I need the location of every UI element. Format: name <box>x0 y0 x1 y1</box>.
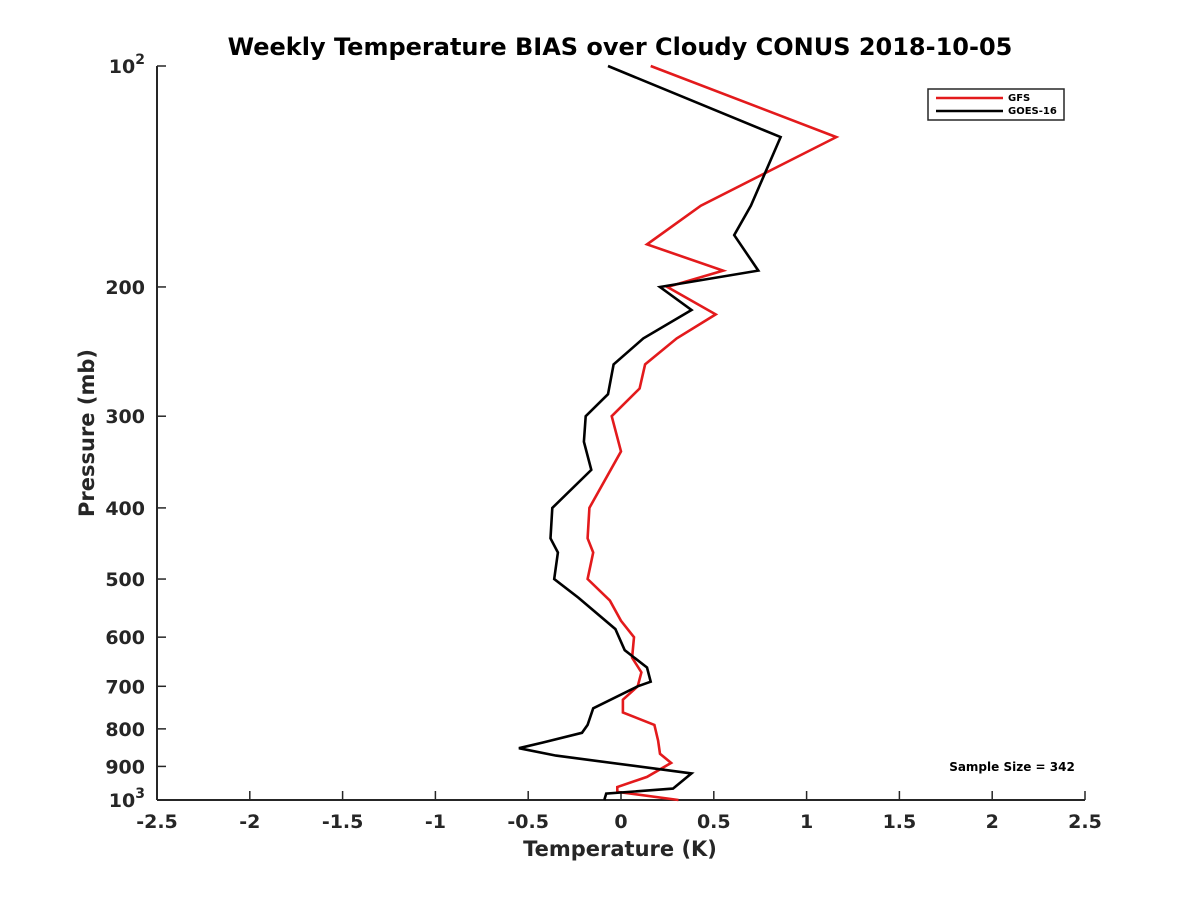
x-axis-label: Temperature (K) <box>523 837 717 861</box>
y-tick-label: 600 <box>105 627 145 649</box>
y-tick-label: 200 <box>105 277 145 299</box>
x-tick-label: -2.5 <box>136 811 178 833</box>
x-tick-label: 0 <box>614 811 627 833</box>
x-tick-label: -0.5 <box>507 811 549 833</box>
legend-label-gfs: GFS <box>1008 93 1030 104</box>
x-ticks: -2.5 -2 -1.5 -1 -0.5 0 0.5 1 1.5 2 2.5 <box>136 791 1102 833</box>
x-tick-label: -2 <box>239 811 260 833</box>
y-ticks: 102 200 300 400 500 600 700 800 900 103 <box>105 52 166 812</box>
legend-box <box>927 88 1065 121</box>
legend: GFS GOES-16 <box>927 88 1065 121</box>
x-tick-label: 2 <box>986 811 999 833</box>
x-tick-label: 0.5 <box>697 811 731 833</box>
plot-frame <box>156 66 1085 801</box>
y-tick-label: 900 <box>105 756 145 778</box>
x-tick-label: 2.5 <box>1068 811 1102 833</box>
x-tick-label: -1 <box>425 811 446 833</box>
y-tick-label: 500 <box>105 569 145 591</box>
x-tick-label: -1.5 <box>322 811 364 833</box>
y-tick-label: 300 <box>105 406 145 428</box>
series-line-gfs <box>586 64 840 802</box>
y-tick-label: 102 <box>109 52 145 78</box>
series-line-goes16 <box>518 64 783 801</box>
y-tick-label: 400 <box>105 498 145 520</box>
series-layer <box>518 64 840 802</box>
sample-size-annotation: Sample Size = 342 <box>949 760 1075 774</box>
legend-label-goes16: GOES-16 <box>1008 106 1057 117</box>
x-tick-label: 1 <box>800 811 813 833</box>
y-axis-label: Pressure (mb) <box>75 349 99 517</box>
y-tick-label: 800 <box>105 719 145 741</box>
x-tick-label: 1.5 <box>883 811 917 833</box>
y-tick-label: 700 <box>105 676 145 698</box>
y-tick-label: 103 <box>109 786 145 812</box>
chart-title: Weekly Temperature BIAS over Cloudy CONU… <box>228 33 1013 61</box>
